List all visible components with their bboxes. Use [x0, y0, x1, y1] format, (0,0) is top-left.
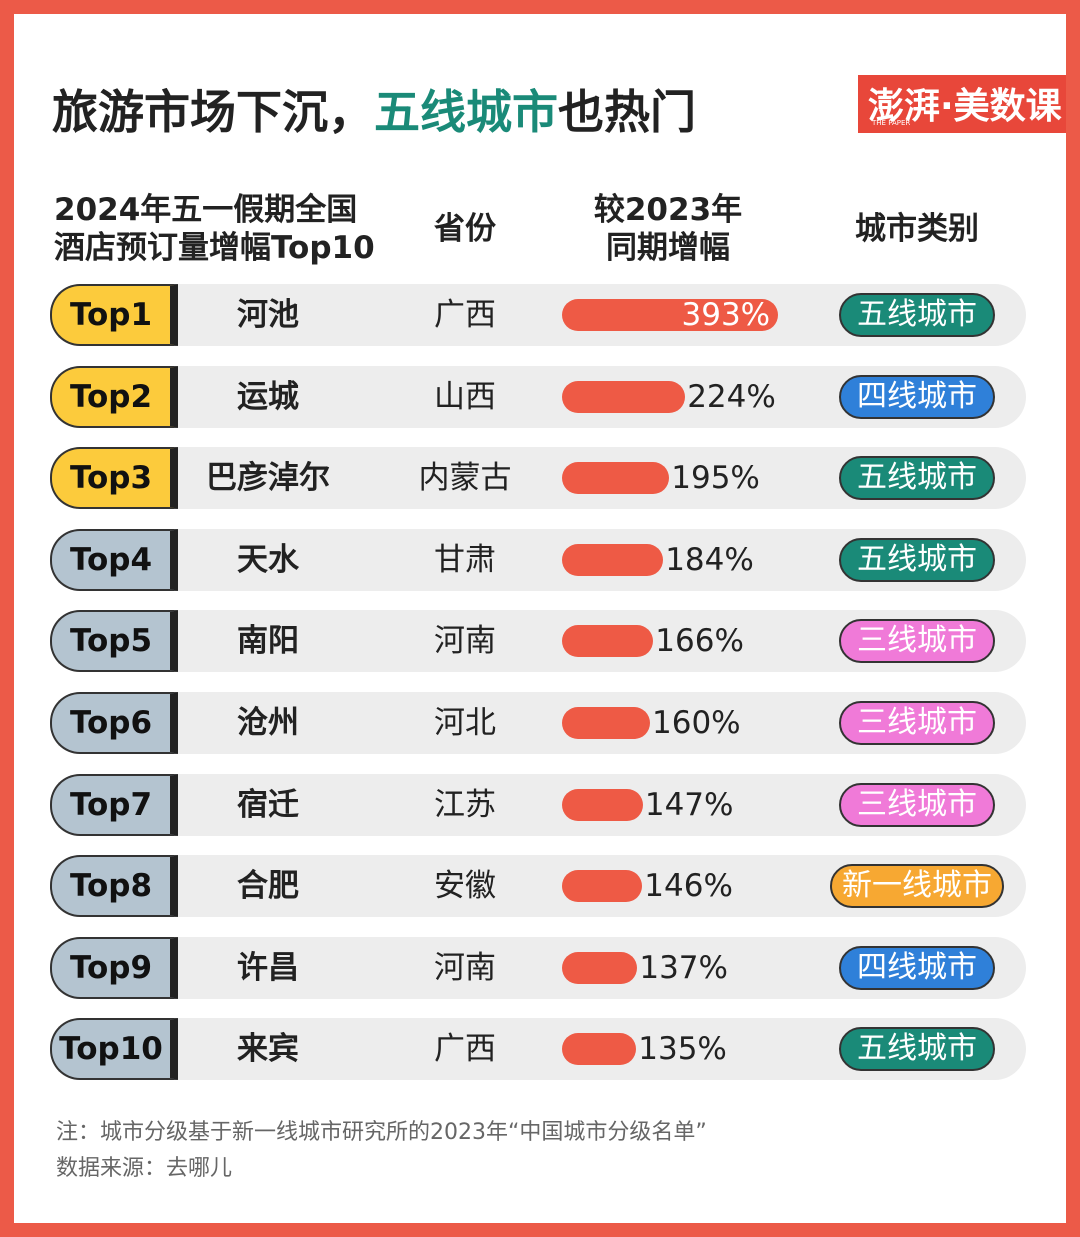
- bar: [562, 707, 650, 739]
- province: 内蒙古: [418, 460, 512, 497]
- row: Top1 河池 广西 393% 五线城市: [50, 284, 1026, 346]
- value-label: 146%: [644, 868, 733, 905]
- value-label: 393%: [681, 297, 771, 333]
- city: 宿迁: [237, 786, 299, 823]
- value-label: 224%: [687, 378, 776, 415]
- header: 2024年五一假期全国: [54, 192, 358, 228]
- category-badge: 五线城市: [839, 537, 995, 582]
- title: 旅游市场下沉，五线城市也热门: [52, 76, 696, 142]
- category-badge: 三线城市: [839, 701, 995, 745]
- city: 河池: [237, 297, 299, 333]
- value-label: 184%: [665, 541, 754, 578]
- row: Top2 运城 山西 224% 四线城市: [50, 365, 1026, 428]
- rank-badge: Top7: [50, 773, 178, 836]
- row: Top8 合肥 安徽 146% 新一线城市: [50, 855, 1026, 918]
- note: 数据来源：去哪儿: [56, 1156, 233, 1181]
- province: 广西: [434, 297, 496, 333]
- province: 安徽: [434, 868, 496, 905]
- rank-badge: Top2: [50, 365, 178, 428]
- note: 注：城市分级基于新一线城市研究所的2023年“中国城市分级名单”: [56, 1120, 707, 1145]
- province: 江苏: [434, 786, 496, 823]
- value-label: 135%: [638, 1031, 727, 1068]
- header: 同期增幅: [606, 230, 730, 266]
- category-badge: 四线城市: [839, 374, 995, 419]
- title-highlight: 五线城市: [374, 85, 558, 139]
- category-badge: 五线城市: [839, 1027, 995, 1072]
- province: 甘肃: [434, 541, 496, 578]
- bar: [562, 951, 638, 984]
- province: 河北: [434, 705, 496, 741]
- city: 巴彦淖尔: [206, 460, 330, 497]
- city: 许昌: [237, 949, 299, 986]
- value-label: 166%: [655, 623, 744, 660]
- city: 运城: [237, 378, 299, 415]
- rank-badge: Top3: [50, 447, 178, 510]
- logo-sub: THE PAPER: [872, 119, 911, 127]
- city: 合肥: [237, 868, 299, 905]
- rank-badge: Top4: [50, 528, 178, 591]
- value-label: 137%: [639, 949, 728, 986]
- value-label: 160%: [652, 705, 741, 741]
- province: 河南: [434, 623, 496, 660]
- header: 城市类别: [855, 211, 979, 247]
- header: 较2023年: [593, 192, 743, 228]
- category-badge: 四线城市: [839, 945, 995, 990]
- logo: 澎湃·美数课 THE PAPER: [858, 75, 1066, 133]
- rank-badge: Top5: [50, 610, 178, 673]
- row: Top9 许昌 河南 137% 四线城市: [50, 936, 1026, 999]
- city: 南阳: [237, 623, 299, 660]
- row: Top10 来宾 广西 135% 五线城市: [50, 1018, 1026, 1081]
- city: 沧州: [237, 705, 299, 741]
- category-badge: 三线城市: [839, 619, 995, 664]
- bar: [562, 543, 664, 576]
- province: 山西: [434, 378, 496, 415]
- row: Top3 巴彦淖尔 内蒙古 195% 五线城市: [50, 447, 1026, 510]
- header: 省份: [434, 211, 496, 247]
- city: 来宾: [237, 1031, 299, 1068]
- bar: [562, 1033, 637, 1066]
- logo-name: 澎湃·美数课: [868, 86, 1062, 127]
- rank-badge: Top9: [50, 936, 178, 999]
- category-badge: 三线城市: [839, 782, 995, 827]
- bar: [562, 625, 654, 658]
- city: 天水: [237, 541, 299, 578]
- category-badge: 新一线城市: [830, 864, 1004, 909]
- row: Top5 南阳 河南 166% 三线城市: [50, 610, 1026, 673]
- category-badge: 五线城市: [839, 293, 995, 337]
- rank-badge: Top1: [50, 284, 178, 346]
- title-part: 也热门: [558, 85, 696, 139]
- row: Top4 天水 甘肃 184% 五线城市: [50, 528, 1026, 591]
- province: 河南: [434, 949, 496, 986]
- bar: [562, 788, 643, 821]
- bar: [562, 380, 686, 413]
- header: 酒店预订量增幅Top10: [54, 230, 375, 266]
- bar: [562, 462, 670, 495]
- row: Top7 宿迁 江苏 147% 三线城市: [50, 773, 1026, 836]
- category-badge: 五线城市: [839, 456, 995, 501]
- title-part: 旅游市场下沉，: [52, 85, 374, 139]
- province: 广西: [434, 1031, 496, 1068]
- value-label: 195%: [671, 460, 760, 497]
- rank-badge: Top6: [50, 692, 178, 754]
- rank-badge: Top8: [50, 855, 178, 918]
- row: Top6 沧州 河北 160% 三线城市: [50, 692, 1026, 754]
- rank-badge: Top10: [50, 1018, 178, 1081]
- bar: [562, 870, 643, 903]
- bar: [562, 299, 779, 331]
- value-label: 147%: [644, 786, 734, 823]
